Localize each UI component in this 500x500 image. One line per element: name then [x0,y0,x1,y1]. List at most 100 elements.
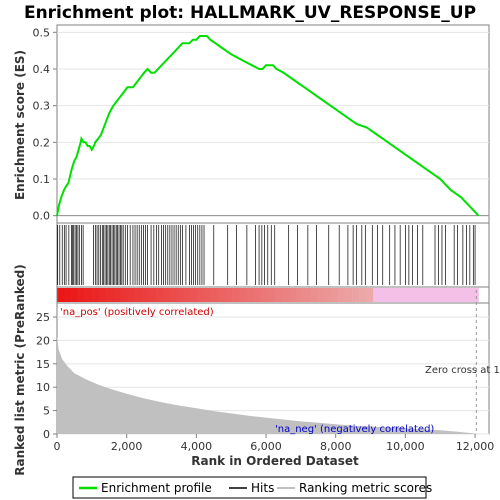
metric-gridlines [57,316,489,435]
metric-tick-label: 0 [43,428,50,441]
rank-band-segment [267,288,276,302]
hit-lines [57,225,476,285]
rank-band-segment [281,288,290,302]
zero-cross-label: Zero cross at 12037 [425,365,500,376]
hits-panel-frame [56,222,490,288]
rank-band-segment [64,288,72,302]
rank-band-segment [253,288,262,302]
rank-band-segment [436,288,444,302]
rank-band-segment [197,288,205,302]
rank-band-segment [225,288,233,302]
rank-band-segment [443,288,451,302]
x-axis-ticks: 0 2,000 4,000 6,000 8,000 10,000 12,000 [54,434,495,453]
negative-correlation-label: 'na_neg' (negatively correlated) [275,424,434,435]
rank-band-segment [429,288,437,302]
x-axis-title: Rank in Ordered Dataset [191,454,359,468]
rank-band-segment [141,288,149,302]
rank-band-segment [338,288,346,302]
rank-band-segment [380,288,388,302]
legend-enrichment-label: Enrichment profile [101,481,212,495]
rank-band-segment [127,288,135,302]
metric-tick-label: 10 [36,381,50,394]
rank-band-segment [85,288,93,302]
rank-band-segment [401,288,409,302]
legend-box [72,476,427,499]
rank-band-segment [309,288,318,302]
es-tick-label: 0.2 [33,136,51,149]
chart-title: Enrichment plot: HALLMARK_UV_RESPONSE_UP [24,3,476,23]
es-y-ticks: 0.0 0.1 0.2 0.3 0.4 0.5 [33,26,57,223]
rank-band-segment [162,288,170,302]
x-tick-label: 10,000 [386,440,425,453]
x-tick-label: 4,000 [181,440,213,453]
rank-band-segment [260,288,269,302]
rank-band-segment [113,288,121,302]
rank-band-segment [359,288,367,302]
rank-band-segment [169,288,177,302]
enrichment-profile-line [56,35,480,217]
metric-y-ticks: 0 5 10 15 20 25 [36,311,57,441]
rank-band-segment [408,288,416,302]
x-tick-label: 12,000 [456,440,495,453]
rank-band-segment [190,288,198,302]
rank-band-segment [92,288,100,302]
rank-band-segment [57,288,65,302]
rank-band-segment [176,288,184,302]
rank-band-segment [99,288,107,302]
rank-band-segment [373,288,381,302]
metric-tick-label: 15 [36,358,50,371]
rank-band-segment [352,288,360,302]
rank-band-segment [345,288,353,302]
rank-band-segment [120,288,128,302]
rank-band-segment [134,288,142,302]
rank-band-segment [415,288,423,302]
metric-tick-label: 5 [43,405,50,418]
rank-band-segment [450,288,458,302]
rank-band-segment [323,288,332,302]
enrichment-panel-frame [56,24,490,224]
rank-band-segment [274,288,283,302]
rank-band-segment [232,288,240,302]
rank-band-segment [78,288,86,302]
rank-band-segment [218,288,226,302]
rank-band-segment [288,288,297,302]
metric-axis-title: Ranked list metric (PreRanked) [13,264,27,476]
x-tick-label: 0 [54,440,61,453]
ranking-color-band [57,288,479,302]
rank-band-segment [331,288,339,302]
ranked-metric-area [57,335,479,434]
positive-correlation-label: 'na_pos' (positively correlated) [60,307,214,318]
rank-band-segment [471,288,479,302]
rank-band-segment [387,288,395,302]
rank-band-segment [239,288,247,302]
rank-band-segment [366,288,374,302]
x-tick-label: 2,000 [111,440,143,453]
rank-band-segment [246,288,255,302]
rank-band-segment [464,288,472,302]
rank-band-segment [211,288,219,302]
rank-band-segment [106,288,114,302]
rank-band-segment [148,288,156,302]
es-axis-title: Enrichment score (ES) [13,50,27,200]
metric-tick-label: 20 [36,334,50,347]
rank-band-segment [183,288,191,302]
rank-band-segment [457,288,465,302]
x-tick-label: 8,000 [320,440,352,453]
legend-hits-label: Hits [251,481,274,495]
es-tick-label: 0.0 [33,210,51,223]
rank-band-segment [155,288,163,302]
rank-band-segment [394,288,402,302]
x-tick-label: 6,000 [250,440,282,453]
rank-band-segment [295,288,304,302]
rank-band-segment [302,288,311,302]
es-tick-label: 0.4 [33,63,51,76]
es-tick-label: 0.3 [33,100,51,113]
rank-band-segment [204,288,212,302]
rank-band-segment [316,288,325,302]
legend-metric-label: Ranking metric scores [299,481,432,495]
rank-band-segment [422,288,430,302]
rank-band-segment [71,288,79,302]
metric-tick-label: 25 [36,311,50,324]
es-tick-label: 0.5 [33,26,51,39]
